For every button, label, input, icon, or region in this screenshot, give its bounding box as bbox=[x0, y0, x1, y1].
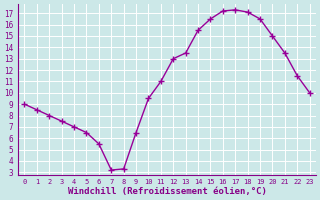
X-axis label: Windchill (Refroidissement éolien,°C): Windchill (Refroidissement éolien,°C) bbox=[68, 187, 267, 196]
